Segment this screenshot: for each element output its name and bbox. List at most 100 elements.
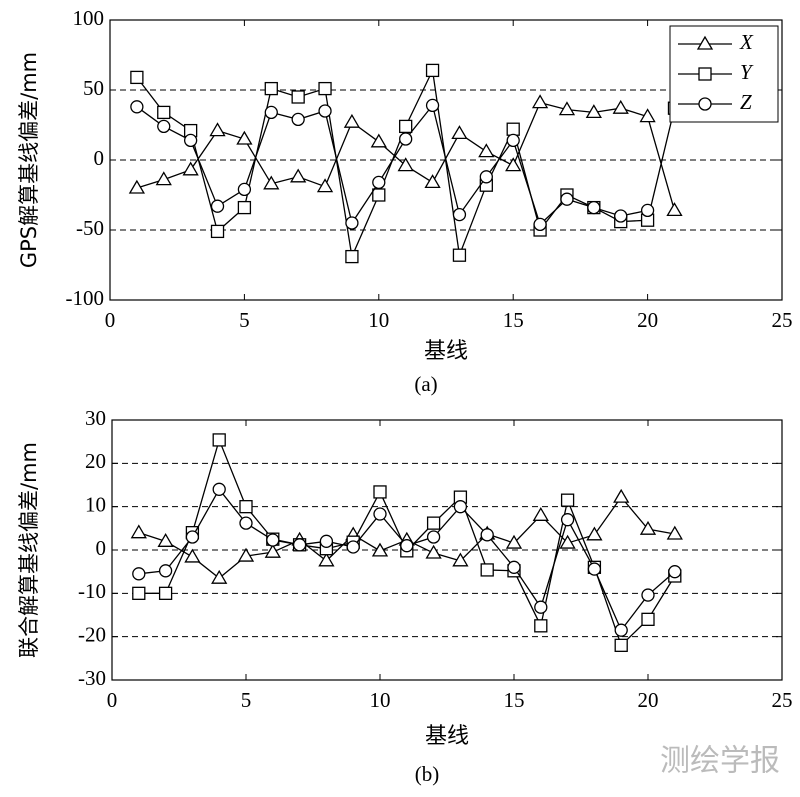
marker [480,563,494,577]
marker [531,94,549,109]
marker [157,105,171,120]
marker [560,493,575,507]
plot-frame [109,19,783,301]
marker [128,179,146,194]
x-tick-label: 15 [503,308,524,332]
marker [533,217,547,232]
marker [239,516,253,530]
y-axis-label: GPS解算基线偏差/mm [17,52,41,268]
x-tick-label: 0 [105,308,116,332]
marker [613,488,630,503]
marker [210,224,225,239]
marker [640,203,655,218]
marker [132,567,146,581]
watermark: 测绘学报 [660,744,780,779]
marker [184,548,201,563]
legend-marker [698,67,712,81]
marker [319,534,334,548]
subplot-caption: (a) [414,372,437,396]
x-tick-label: 20 [637,308,658,332]
marker [237,547,255,562]
marker [614,209,628,223]
marker [371,542,389,557]
marker [426,530,441,544]
marker [453,500,468,514]
marker [345,249,359,264]
marker [370,133,387,148]
marker [534,600,548,614]
x-tick-label: 5 [239,308,250,332]
marker [132,586,146,600]
marker [668,565,682,579]
marker [292,538,307,552]
marker [532,507,549,521]
marker [212,482,226,496]
marker [614,623,628,637]
marker [318,104,332,118]
marker [185,530,200,544]
x-tick-label: 25 [772,688,793,712]
marker [397,157,414,172]
legend-marker [696,35,714,50]
marker [157,119,171,134]
marker [266,533,280,547]
marker [343,113,361,128]
marker [586,526,603,541]
marker [507,560,521,574]
y-tick-label: 50 [83,76,104,100]
x-axis-label: 基线 [424,339,468,364]
y-tick-label: 0 [94,146,105,170]
marker [559,534,576,549]
marker [345,216,359,230]
y-tick-label: -20 [78,622,106,646]
marker [612,99,629,114]
marker [506,133,520,148]
marker [158,564,173,578]
marker [639,520,657,535]
y-tick-label: 20 [85,449,106,473]
y-tick-label: -50 [76,216,104,240]
marker [666,202,683,217]
marker [641,612,655,626]
marker [480,528,494,542]
x-axis-label: 基线 [425,724,469,749]
marker [373,485,387,499]
marker [130,70,144,85]
legend-label: X [739,30,754,54]
y-tick-label: 10 [85,492,106,516]
marker [425,63,440,78]
marker [346,540,360,554]
marker [425,544,442,559]
y-tick-label: -10 [78,579,106,603]
y-axis-label: 联合解算基线偏差/mm [17,442,41,658]
x-tick-label: 10 [368,308,389,332]
marker [236,130,253,145]
marker [183,133,198,148]
y-tick-label: 100 [73,6,105,30]
marker [506,122,520,136]
marker [425,98,440,113]
x-tick-label: 25 [772,308,793,332]
marker [318,81,332,96]
marker [372,175,386,190]
marker [210,199,225,213]
marker [560,513,575,527]
marker [264,105,278,120]
marker [182,161,199,176]
marker [372,188,386,202]
x-tick-label: 10 [370,688,391,712]
marker [373,507,387,521]
marker [291,90,305,104]
marker [400,539,414,553]
marker [211,569,228,584]
marker [534,619,548,633]
marker [239,500,253,514]
marker [452,207,467,222]
marker [424,174,441,189]
marker [318,552,335,567]
marker [264,81,278,96]
marker [316,178,334,193]
marker [399,119,413,134]
legend-label: Z [740,90,752,114]
x-tick-label: 15 [504,688,525,712]
